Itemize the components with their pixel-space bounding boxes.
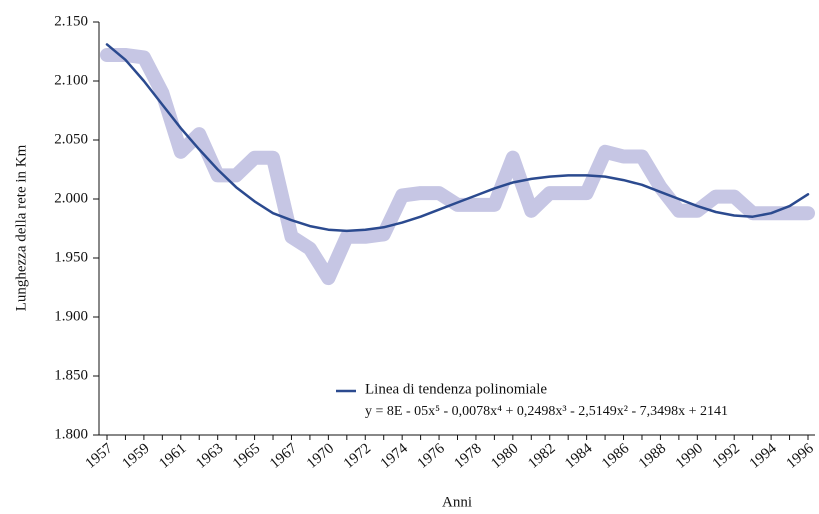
x-tick-label: 1982 <box>525 440 558 472</box>
x-tick-label: 1978 <box>451 440 484 472</box>
x-axis-title: Anni <box>442 494 472 510</box>
x-tick-label: 1965 <box>230 440 263 472</box>
x-tick-label: 1994 <box>747 440 781 472</box>
x-tick-label: 1963 <box>193 440 226 472</box>
trend-equation: y = 8E - 05x⁵ - 0,0078x⁴ + 0,2498x³ - 2,… <box>365 404 728 419</box>
x-tick-label: 1967 <box>267 440 301 472</box>
y-tick-label: 2.150 <box>54 13 88 29</box>
y-tick-label: 2.100 <box>54 72 88 88</box>
data-line <box>100 48 815 286</box>
y-tick-label: 2.050 <box>54 131 88 147</box>
x-tick-label: 1972 <box>341 440 374 472</box>
trend-line <box>105 43 810 233</box>
x-tick-label: 1988 <box>636 440 669 472</box>
x-tick-label: 1984 <box>562 440 596 472</box>
x-tick-label: 1986 <box>599 440 633 472</box>
x-tick-label: 1976 <box>415 440 449 472</box>
y-tick-label: 1.800 <box>54 426 88 442</box>
x-tick-label: 1974 <box>378 440 412 472</box>
y-tick-label: 1.900 <box>54 308 88 324</box>
y-tick-label: 1.950 <box>54 249 88 265</box>
y-tick-label: 2.000 <box>54 190 88 206</box>
legend-label: Linea di tendenza polinomiale <box>365 381 547 397</box>
x-tick-label: 1957 <box>83 440 117 472</box>
x-tick-label: 1961 <box>156 440 189 472</box>
x-tick-label: 1959 <box>119 440 152 472</box>
y-axis-title: Lunghezza della rete in Km <box>13 144 29 311</box>
x-tick-label: 1992 <box>710 440 743 472</box>
x-tick-label: 1970 <box>304 440 337 472</box>
y-tick-label: 1.850 <box>54 367 88 383</box>
x-tick-label: 1980 <box>488 440 521 472</box>
x-tick-label: 1990 <box>673 440 706 472</box>
x-tick-label: 1996 <box>784 440 818 472</box>
